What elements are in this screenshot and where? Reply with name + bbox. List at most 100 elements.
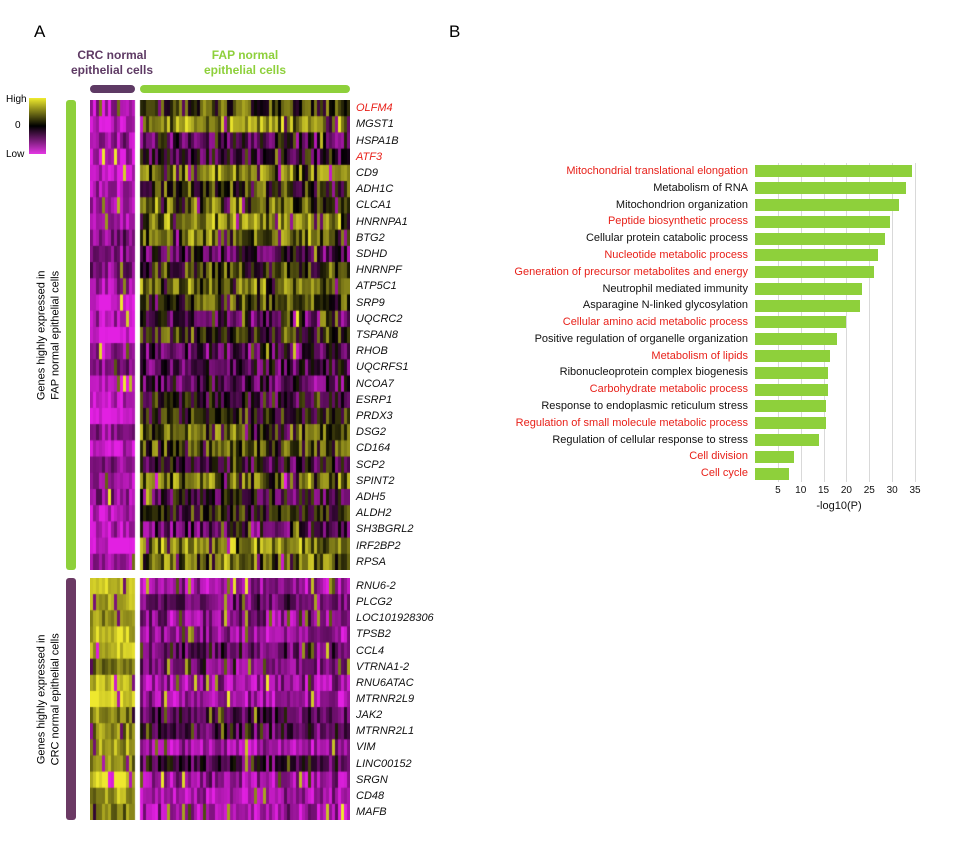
gene-label-hnrnpa1: HNRNPA1 <box>356 215 408 228</box>
gene-label-esrp1: ESRP1 <box>356 393 393 406</box>
crc-row-group-bar <box>66 578 76 820</box>
crc-row-group-label: Genes highly expressed in CRC normal epi… <box>35 633 62 766</box>
gene-label-rhob: RHOB <box>356 345 388 358</box>
go-term-label: Regulation of small molecule metabolic p… <box>515 416 748 429</box>
gene-label-loc101928306: LOC101928306 <box>356 612 434 625</box>
go-term-label: Response to endoplasmic reticulum stress <box>541 400 748 413</box>
gene-label-vtrna1-2: VTRNA1-2 <box>356 660 410 673</box>
go-term-label: Nucleotide metabolic process <box>604 248 748 261</box>
gene-label-rnu6atac: RNU6ATAC <box>356 676 414 689</box>
gene-label-srp9: SRP9 <box>356 296 385 309</box>
x-tick-15: 15 <box>818 485 830 496</box>
go-term-label: Peptide biosynthetic process <box>607 215 748 228</box>
go-term-bar <box>755 417 826 430</box>
col-group-label-crc: CRC normal epithelial cells <box>70 48 154 77</box>
gene-label-tspan8: TSPAN8 <box>356 329 398 341</box>
gene-label-btg2: BTG2 <box>356 231 385 244</box>
go-term-row: Metabolism of RNA <box>460 180 930 197</box>
gene-label-scp2: SCP2 <box>356 458 385 471</box>
go-term-row: Ribonucleoprotein complex biogenesis <box>460 364 930 381</box>
x-tick-10: 10 <box>795 485 807 496</box>
gene-label-adh1c: ADH1C <box>356 183 394 196</box>
gene-label-hnrnpf: HNRNPF <box>356 264 402 277</box>
go-term-bar <box>755 266 874 279</box>
go-term-label: Cellular protein catabolic process <box>585 232 748 245</box>
go-term-bar <box>755 165 912 178</box>
go-term-label: Cellular amino acid metabolic process <box>562 316 748 329</box>
gene-label-ccl4: CCL4 <box>356 644 385 657</box>
go-term-label: Mitochondrion organization <box>615 198 748 211</box>
go-term-row: Cellular protein catabolic process <box>460 230 930 247</box>
go-term-row: Cell division <box>460 448 930 465</box>
gene-label-cd164: CD164 <box>356 442 391 455</box>
gene-label-mtrnr2l1: MTRNR2L1 <box>356 725 415 738</box>
gene-label-clca1: CLCA1 <box>356 199 392 212</box>
gene-label-mtrnr2l9: MTRNR2L9 <box>356 693 415 705</box>
go-term-bar <box>755 383 829 396</box>
go-term-row: Neutrophil mediated immunity <box>460 281 930 298</box>
go-term-row: Response to endoplasmic reticulum stress <box>460 398 930 415</box>
x-tick-35: 35 <box>909 485 921 496</box>
gridline-20 <box>846 163 848 482</box>
go-term-bar <box>755 282 863 295</box>
fap-row-group-bar <box>66 100 76 570</box>
gene-label-sh3bgrl2: SH3BGRL2 <box>356 523 414 536</box>
go-term-label: Cell division <box>689 450 748 463</box>
go-term-bar <box>755 333 838 346</box>
crc-column-group-bar <box>90 85 135 93</box>
gene-label-plcg2: PLCG2 <box>356 596 393 609</box>
go-term-row: Mitochondrion organization <box>460 197 930 214</box>
go-term-bar <box>755 232 886 245</box>
go-term-label: Metabolism of lipids <box>651 349 748 362</box>
gene-label-hspa1b: HSPA1B <box>356 134 399 147</box>
go-term-row: Mitochondrial translational elongation <box>460 163 930 180</box>
go-term-row: Regulation of cellular response to stres… <box>460 432 930 449</box>
gridline-30 <box>892 163 894 482</box>
gene-label-atp5c1: ATP5C1 <box>356 280 397 293</box>
go-term-row: Carbohydrate metabolic process <box>460 381 930 398</box>
go-enrichment-chart: Mitochondrial translational elongation Me… <box>460 163 930 523</box>
gene-label-linc00152: LINC00152 <box>356 757 412 770</box>
gene-label-jak2: JAK2 <box>356 709 383 722</box>
go-term-bar <box>755 299 861 312</box>
go-term-label: Ribonucleoprotein complex biogenesis <box>559 366 748 379</box>
go-term-bar <box>755 450 794 463</box>
gene-label-uqcrc2: UQCRC2 <box>356 312 403 325</box>
gene-label-srgn: SRGN <box>356 773 388 786</box>
gene-label-spint2: SPINT2 <box>356 474 395 487</box>
go-term-label: Metabolism of RNA <box>653 181 748 194</box>
gene-label-olfm4: OLFM4 <box>356 102 393 115</box>
go-term-bar <box>755 467 790 480</box>
go-term-label: Regulation of cellular response to stres… <box>552 433 748 446</box>
go-term-bar <box>755 182 906 195</box>
go-term-row: Positive regulation of organelle organiz… <box>460 331 930 348</box>
gene-label-mafb: MAFB <box>356 805 387 818</box>
go-term-label: Positive regulation of organelle organiz… <box>534 332 748 345</box>
gene-label-ncoa7: NCOA7 <box>356 377 394 390</box>
colorbar-zero-label: 0 <box>15 120 21 131</box>
go-term-bar <box>755 400 826 413</box>
x-tick-20: 20 <box>840 485 852 496</box>
gene-label-atf3: ATF3 <box>356 150 383 163</box>
gene-label-sdhd: SDHD <box>356 247 388 260</box>
heatmap-fap-genes <box>90 100 350 570</box>
go-term-label: Asparagine N-linked glycosylation <box>582 299 748 312</box>
gene-label-uqcrfs1: UQCRFS1 <box>356 361 409 374</box>
gene-label-rnu6-2: RNU6-2 <box>356 580 396 593</box>
gene-label-adh5: ADH5 <box>356 491 386 504</box>
gene-label-rpsa: RPSA <box>356 555 386 568</box>
gene-label-mgst1: MGST1 <box>356 118 394 131</box>
go-term-label: Cell cycle <box>700 467 748 480</box>
go-term-row: Cellular amino acid metabolic process <box>460 314 930 331</box>
go-term-row: Nucleotide metabolic process <box>460 247 930 264</box>
colorbar-low-label: Low <box>6 149 25 160</box>
gridline-25 <box>869 163 871 482</box>
go-term-label: Carbohydrate metabolic process <box>589 383 748 396</box>
gene-label-tpsb2: TPSB2 <box>356 628 391 641</box>
gene-label-prdx3: PRDX3 <box>356 410 393 423</box>
fap-row-group-label: Genes highly expressed in FAP normal epi… <box>35 270 62 401</box>
gene-labels-fap: OLFM4 MGST1 HSPA1B ATF3 CD9 ADH1C CLCA1 HNRNPA1… <box>356 100 451 570</box>
gene-label-aldh2: ALDH2 <box>356 507 392 520</box>
go-term-label: Mitochondrial translational elongation <box>566 165 748 177</box>
go-term-label: Generation of precursor metabolites and … <box>514 265 748 278</box>
